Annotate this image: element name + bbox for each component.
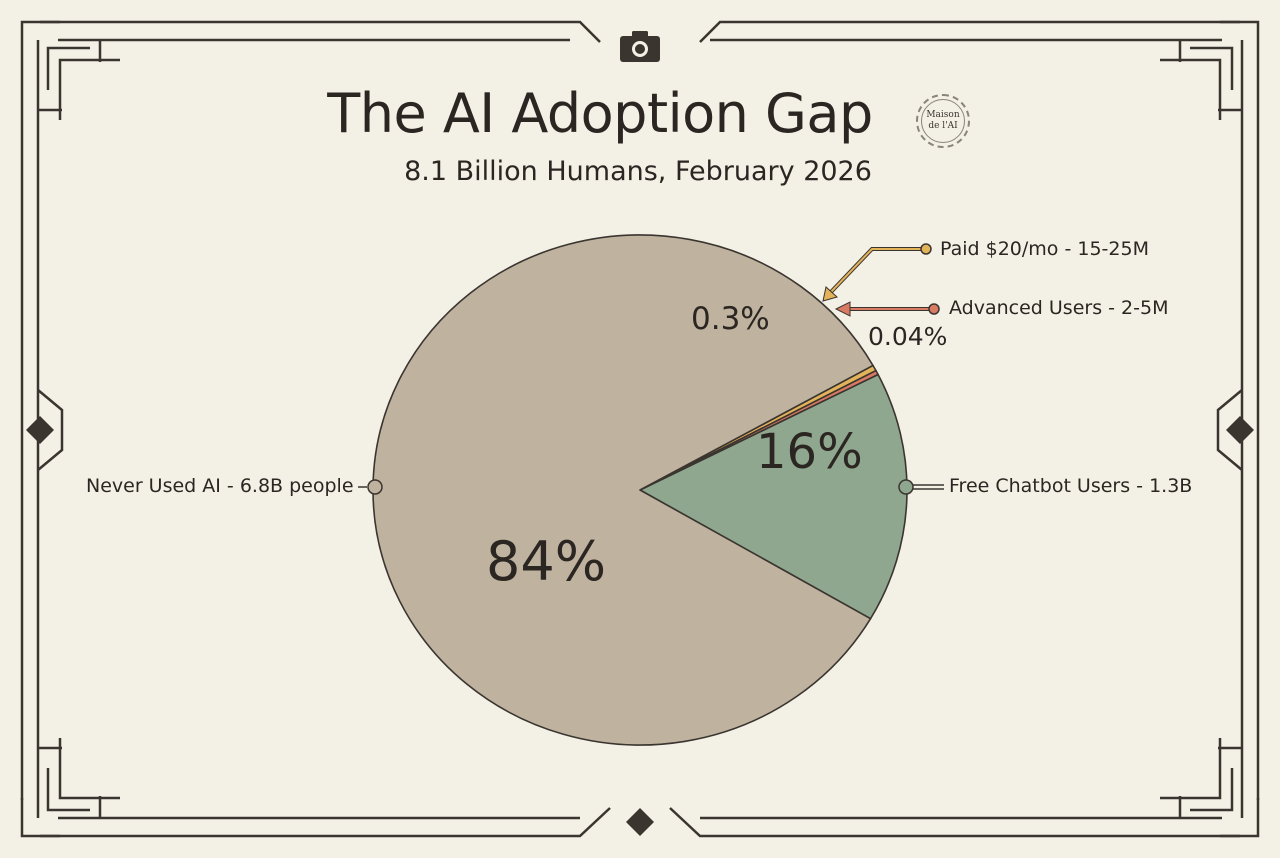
- pct-advanced: 0.04%: [868, 322, 948, 351]
- arrow-paid: [822, 286, 839, 302]
- camera-icon: [620, 31, 660, 62]
- slice-free-chatbot: [639, 373, 908, 620]
- label-never-used: Never Used AI - 6.8B people: [86, 475, 354, 497]
- maison-badge: Maison de l'AI: [916, 94, 970, 148]
- marker-free-chatbot: [898, 479, 914, 495]
- marker-paid: [920, 243, 932, 255]
- label-advanced: Advanced Users - 2-5M: [949, 297, 1169, 319]
- arrow-advanced: [834, 301, 851, 317]
- leader-paid: [829, 248, 926, 294]
- diamond-icon: [1226, 416, 1254, 444]
- diamond-icon: [26, 416, 54, 444]
- pct-free-chatbot: 16%: [756, 424, 863, 480]
- diamond-icon: [626, 808, 654, 836]
- pct-never-used: 84%: [486, 530, 607, 593]
- leader-paid-outline: [828, 247, 926, 295]
- pct-paid: 0.3%: [691, 301, 770, 337]
- chart-subtitle: 8.1 Billion Humans, February 2026: [404, 156, 872, 187]
- label-paid: Paid $20/mo - 15-25M: [940, 238, 1149, 260]
- label-free-chatbot: Free Chatbot Users - 1.3B: [949, 475, 1193, 497]
- chart-title: The AI Adoption Gap: [327, 82, 873, 145]
- marker-never-used: [367, 479, 383, 495]
- marker-advanced: [928, 303, 940, 315]
